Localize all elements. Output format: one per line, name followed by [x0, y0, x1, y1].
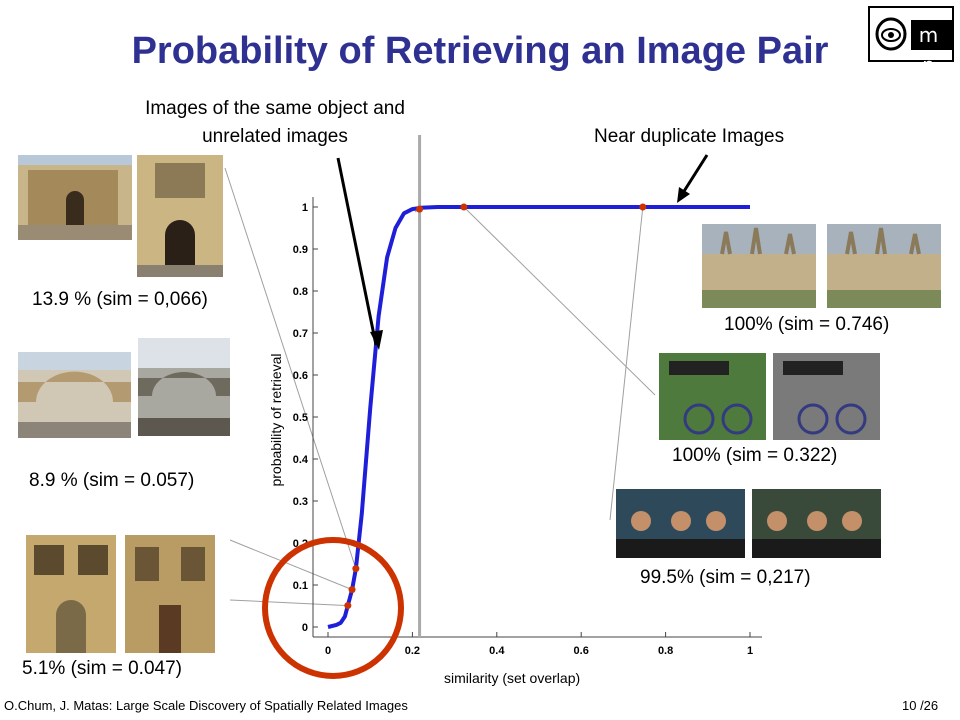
- footer-citation: O.Chum, J. Matas: Large Scale Discovery …: [4, 698, 408, 713]
- connector-line: [224, 167, 357, 569]
- pair4-photo-a: [702, 224, 816, 308]
- x-axis-label: similarity (set overlap): [444, 670, 581, 686]
- connector-line: [229, 599, 348, 607]
- pair5-photo-b: [773, 353, 880, 440]
- pair4-label: 100% (sim = 0.746): [724, 314, 890, 335]
- y-tick-label: 0.8: [293, 286, 308, 298]
- pair3-photo-a: [26, 535, 116, 653]
- connector-lines: [224, 167, 656, 607]
- annotation-arrows: [336, 154, 709, 350]
- highlight-point: [344, 602, 352, 610]
- pair4-photo-b: [827, 224, 941, 308]
- highlight-circle: [262, 537, 404, 679]
- y-tick-label: 0.4: [293, 454, 309, 466]
- x-tick-label: 0: [325, 645, 331, 657]
- pair2-photo-a: [18, 352, 131, 438]
- x-tick-label: 1: [747, 645, 753, 657]
- annotation-same-object: Images of the same object and unrelated …: [145, 98, 405, 147]
- connector-line: [463, 206, 656, 396]
- highlight-point: [460, 203, 468, 211]
- y-tick-label: 0: [302, 622, 308, 634]
- eye-logo-icon: [875, 17, 907, 51]
- y-tick-label: 0.3: [293, 496, 308, 508]
- pair1-label: 13.9 % (sim = 0,066): [32, 289, 208, 310]
- chart-ticks: 0 0.2 0.4 0.6 0.8 100.10.20.30.40.50.60.70.80…: [293, 202, 753, 657]
- y-tick-label: 0.7: [293, 328, 308, 340]
- highlight-point: [639, 203, 647, 211]
- arrow-head-icon: [677, 187, 690, 203]
- arrow-head-icon: [370, 330, 383, 350]
- slide-title: Probability of Retrieving an Image Pair: [131, 30, 829, 72]
- pair5-label: 100% (sim = 0.322): [672, 445, 838, 466]
- y-tick-label: 1: [302, 202, 308, 214]
- cmp-logo: m p: [868, 6, 954, 77]
- y-axis-label: probability of retrieval: [268, 353, 284, 487]
- pair1-photo-a: [18, 155, 132, 240]
- pair2-photo-b: [138, 338, 230, 436]
- probability-curve: [327, 205, 750, 629]
- chart-series: [327, 205, 750, 629]
- pair5-photo-a: [659, 353, 766, 440]
- pair1-photo-b: [137, 155, 223, 277]
- pair6-photo-a: [616, 489, 745, 558]
- x-tick-label: 0.4: [489, 645, 505, 657]
- pair3-label: 5.1% (sim = 0.047): [22, 658, 182, 679]
- chart-points: [262, 203, 647, 679]
- pair3-photo-b: [125, 535, 215, 653]
- highlight-point: [416, 205, 424, 213]
- page-number: 10 /26: [902, 698, 939, 713]
- y-tick-label: 0.1: [293, 580, 308, 592]
- highlight-point: [348, 586, 356, 594]
- y-tick-label: 0.5: [293, 412, 308, 424]
- pair6-photo-b: [752, 489, 881, 558]
- pair2-label: 8.9 % (sim = 0.057): [29, 470, 195, 491]
- x-tick-label: 0.8: [658, 645, 673, 657]
- y-tick-label: 0.6: [293, 370, 308, 382]
- logo-text: m p: [911, 20, 952, 77]
- connector-line: [609, 206, 644, 521]
- y-tick-label: 0.9: [293, 244, 308, 256]
- x-tick-label: 0.6: [574, 645, 589, 657]
- connector-line: [229, 539, 353, 591]
- highlight-point: [352, 565, 360, 573]
- annotation-near-duplicate: Near duplicate Images: [594, 126, 785, 147]
- pair6-label: 99.5% (sim = 0,217): [640, 567, 811, 588]
- x-tick-label: 0.2: [405, 645, 420, 657]
